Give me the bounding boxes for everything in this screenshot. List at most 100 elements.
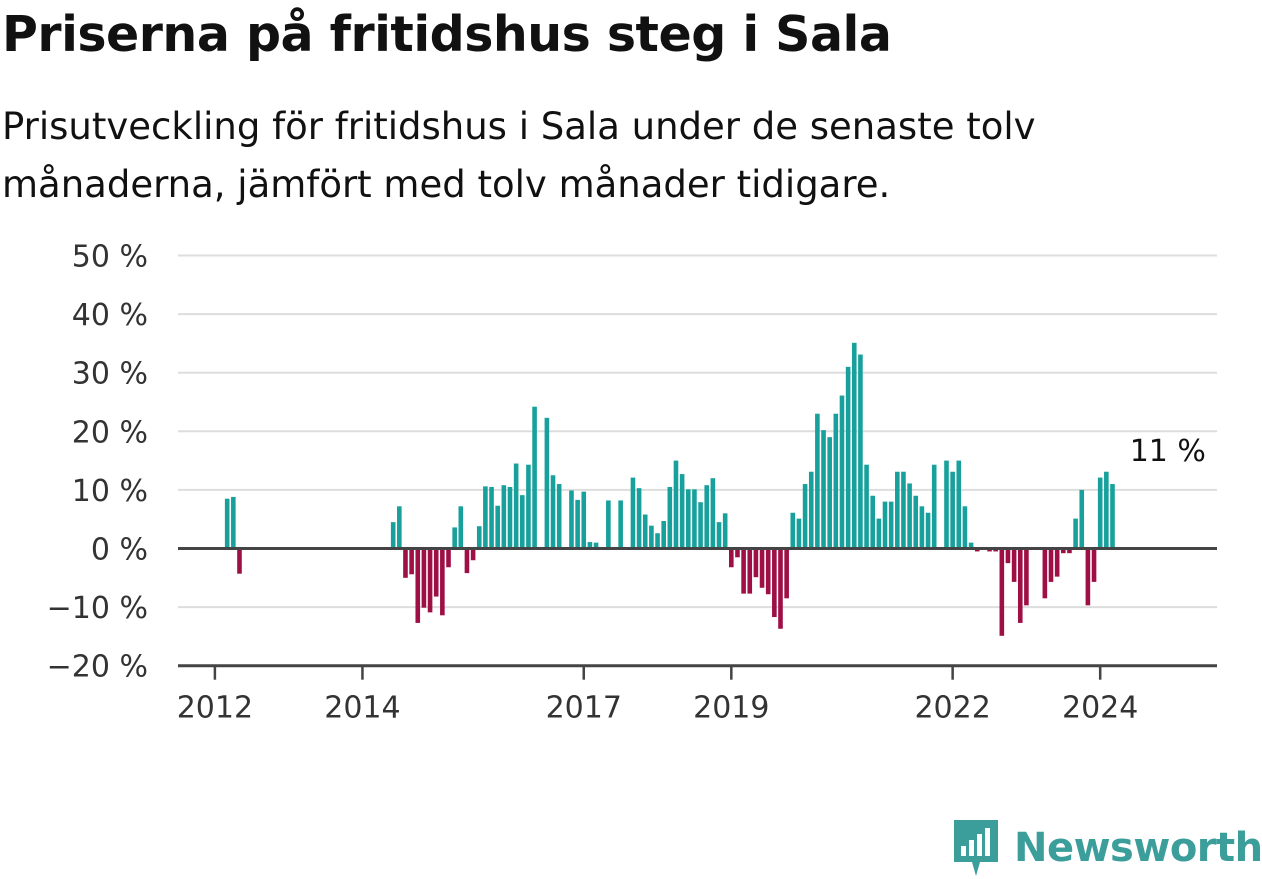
- bar: [944, 460, 949, 549]
- bar: [224, 498, 230, 549]
- bar: [968, 542, 974, 549]
- brand-logo: Newsworthy: [950, 818, 1262, 878]
- bar: [421, 548, 427, 608]
- bars: [224, 342, 1115, 636]
- bar: [735, 548, 740, 558]
- bar: [403, 548, 408, 578]
- bar: [1073, 518, 1078, 549]
- y-tick-label: 0 %: [91, 533, 148, 568]
- bar: [237, 548, 242, 574]
- bar: [667, 486, 673, 549]
- bar: [390, 522, 396, 549]
- bar: [962, 506, 968, 549]
- bar: [501, 485, 507, 549]
- bar: [458, 506, 464, 549]
- bar: [427, 548, 433, 613]
- bar: [710, 478, 716, 549]
- bar: [796, 518, 802, 549]
- bar: [575, 499, 580, 549]
- bar: [569, 490, 574, 549]
- bar: [716, 522, 722, 549]
- bar: [895, 471, 900, 549]
- bar: [876, 518, 882, 549]
- bar: [741, 548, 746, 594]
- bar: [808, 471, 814, 549]
- bar: [397, 506, 402, 549]
- bar: [802, 484, 808, 549]
- bar: [698, 502, 703, 549]
- bar: [636, 488, 642, 549]
- y-axis-labels: −20 % −10 % 0 % 10 % 20 % 30 % 40 % 50 %: [47, 240, 148, 685]
- bar: [489, 486, 494, 549]
- bar: [858, 354, 863, 549]
- bar: [1067, 548, 1072, 554]
- bar: [784, 548, 789, 599]
- bar: [907, 483, 912, 549]
- bar: [759, 548, 765, 588]
- bar: [440, 548, 445, 616]
- bar: [1061, 548, 1066, 554]
- y-tick-label: 30 %: [72, 357, 148, 392]
- bar: [925, 512, 931, 549]
- bar: [1091, 548, 1097, 582]
- bar: [685, 489, 691, 549]
- bar: [839, 395, 845, 549]
- x-tick-label: 2022: [914, 691, 990, 726]
- bar: [526, 464, 531, 549]
- bar: [581, 491, 587, 549]
- x-tick-label: 2024: [1062, 691, 1138, 726]
- bar: [409, 548, 414, 575]
- bar: [821, 430, 826, 549]
- x-tick-label: 2019: [693, 691, 769, 726]
- bar: [649, 525, 654, 549]
- bar: [882, 501, 888, 549]
- bar: [642, 514, 648, 549]
- bar: [618, 500, 623, 549]
- bar: [1011, 548, 1017, 582]
- y-tick-label: 50 %: [72, 240, 148, 275]
- bar: [722, 513, 728, 549]
- bar: [765, 548, 771, 595]
- bar: [587, 542, 593, 549]
- bar: [507, 486, 513, 549]
- bar: [513, 463, 519, 549]
- bar: [827, 437, 832, 549]
- bar: [870, 495, 876, 549]
- axes: [178, 547, 1217, 668]
- bar: [679, 474, 685, 549]
- brand-name: Newsworthy: [1014, 825, 1262, 871]
- bar: [833, 413, 839, 549]
- y-tick-label: −10 %: [47, 591, 148, 626]
- y-tick-label: 40 %: [72, 298, 148, 333]
- bar: [673, 460, 679, 549]
- bar: [606, 500, 611, 549]
- bar: [845, 366, 851, 549]
- bar: [1024, 548, 1029, 606]
- bar: [655, 533, 660, 549]
- gridlines: [178, 254, 1217, 667]
- bar: [901, 471, 906, 549]
- bar: [913, 495, 919, 549]
- bar: [919, 506, 925, 549]
- bar: [1048, 548, 1054, 582]
- bar: [544, 417, 550, 549]
- bar: [851, 342, 857, 549]
- bar: [790, 512, 796, 549]
- bar: [464, 548, 470, 574]
- bar: [452, 527, 457, 549]
- bar: [495, 505, 500, 549]
- bar: [433, 548, 439, 597]
- bar: [864, 464, 869, 549]
- bar: [704, 485, 710, 549]
- bar: [888, 501, 894, 549]
- bar: [753, 548, 759, 578]
- bar: [593, 542, 599, 549]
- annotations: 11 %: [1127, 431, 1209, 472]
- bar: [532, 406, 537, 549]
- bar: [778, 548, 783, 629]
- newsworthy-logo-icon: [954, 820, 998, 876]
- bar: [692, 489, 697, 549]
- bar: [630, 477, 636, 549]
- y-tick-label: 20 %: [72, 415, 148, 450]
- x-tick-label: 2014: [324, 691, 400, 726]
